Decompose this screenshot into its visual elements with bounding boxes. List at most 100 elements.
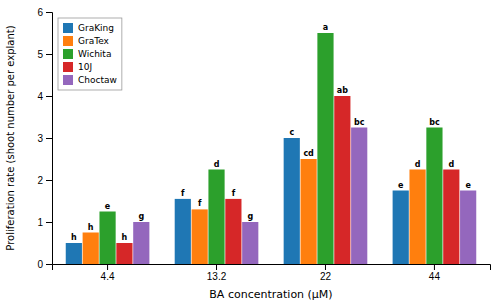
y-tick-mark (46, 54, 52, 55)
y-tick: 3 (37, 133, 52, 144)
bar-annotation: h (71, 233, 77, 242)
x-tick-label: 4.4 (101, 271, 115, 282)
legend-label: Choctaw (78, 75, 117, 85)
x-tick: 4.4 (101, 264, 115, 282)
bar (334, 96, 350, 264)
bar (208, 170, 224, 265)
y-tick-label: 0 (37, 259, 43, 270)
x-tick-mark (216, 264, 217, 270)
bar-annotation: d (448, 160, 454, 169)
bar-annotation: ab (337, 86, 348, 95)
x-tick: 22 (320, 264, 332, 282)
x-tick-mark (434, 264, 435, 270)
y-tick: 5 (37, 49, 52, 60)
y-tick-label: 3 (37, 133, 43, 144)
y-tick: 0 (37, 259, 52, 270)
bar-series (133, 128, 476, 265)
legend-frame (58, 18, 122, 90)
bar (460, 191, 476, 265)
legend-label: Wichita (78, 49, 111, 59)
bar-series (83, 159, 426, 264)
y-axis-title: Proliferation rate (shoot number per exp… (5, 25, 16, 250)
bar (99, 212, 115, 265)
bar-annotation: bc (429, 118, 440, 127)
y-axis-line (46, 13, 53, 265)
bar (317, 33, 333, 264)
y-tick-mark (46, 12, 52, 13)
bars (66, 33, 477, 264)
legend-item: Wichita (63, 49, 111, 59)
y-tick-label: 6 (37, 7, 43, 18)
bar-annotation: a (323, 23, 328, 32)
bar-series (99, 33, 442, 264)
bar (192, 209, 208, 264)
bar-annotation: h (122, 233, 128, 242)
legend-swatch (63, 75, 73, 85)
bar (225, 199, 241, 264)
x-tick-mark (325, 264, 326, 270)
legend: GraKing GraTex Wichita 10J Choctaw (58, 18, 122, 90)
bar (409, 170, 425, 265)
bar-series (116, 96, 459, 264)
y-tick-mark (46, 222, 52, 223)
bar-annotation: e (465, 181, 471, 190)
bar (175, 199, 191, 264)
legend-item: GraKing (63, 23, 114, 33)
x-tick-label: 22 (320, 271, 332, 282)
y-tick-mark (46, 180, 52, 181)
chart: hfcehfcddedabchfabdggbce4.413.2224401234… (0, 0, 500, 304)
legend-swatch (63, 23, 73, 33)
bar-annotation: g (247, 212, 253, 221)
plot: hfcehfcddedabchfabdggbce4.413.2224401234… (37, 7, 490, 282)
y-tick-mark (46, 138, 52, 139)
y-tick: 1 (37, 217, 52, 228)
bar (116, 243, 132, 264)
y-tick: 6 (37, 7, 52, 18)
bar-annotation: h (88, 223, 94, 232)
bar (66, 243, 82, 264)
x-tick: 13.2 (207, 264, 227, 282)
bar-annotation: d (214, 160, 220, 169)
legend-swatch (63, 49, 73, 59)
bar-annotation: e (105, 202, 111, 211)
x-axis-title: BA concentration (µM) (209, 288, 332, 301)
legend-label: 10J (78, 62, 92, 72)
legend-item: Choctaw (63, 75, 117, 85)
legend-swatch (63, 36, 73, 46)
legend-label: GraTex (78, 36, 110, 46)
bar (301, 159, 317, 264)
bar (242, 222, 258, 264)
y-tick: 4 (37, 91, 52, 102)
bar-annotation: bc (354, 118, 365, 127)
x-tick-mark (107, 264, 108, 270)
y-axis: 0 1 2 3 4 5 6 (37, 7, 52, 270)
x-tick-label: 44 (429, 271, 441, 282)
bar-annotation: e (398, 181, 404, 190)
y-tick-label: 2 (37, 175, 43, 186)
bar (284, 138, 300, 264)
bar-annotation: cd (303, 149, 314, 158)
bar (351, 128, 367, 265)
y-tick-label: 4 (37, 91, 43, 102)
x-tick-label: 13.2 (207, 271, 227, 282)
legend-label: GraKing (78, 23, 114, 33)
y-tick: 2 (37, 175, 52, 186)
y-tick-mark (46, 264, 52, 265)
x-tick: 44 (429, 264, 441, 282)
bar (83, 233, 99, 265)
bar (133, 222, 149, 264)
bar-annotation: d (415, 160, 421, 169)
legend-swatch (63, 62, 73, 72)
annotations: hfcehfcddedabchfabdggbce (71, 23, 471, 242)
bar-annotation: f (198, 199, 202, 208)
bar (443, 170, 459, 265)
y-tick-label: 1 (37, 217, 43, 228)
bar-annotation: f (181, 189, 185, 198)
y-tick-mark (46, 96, 52, 97)
bar (426, 128, 442, 265)
bar (393, 191, 409, 265)
y-tick-label: 5 (37, 49, 43, 60)
x-axis-line (53, 265, 491, 271)
legend-item: 10J (63, 62, 92, 72)
bar-annotation: c (289, 128, 294, 137)
